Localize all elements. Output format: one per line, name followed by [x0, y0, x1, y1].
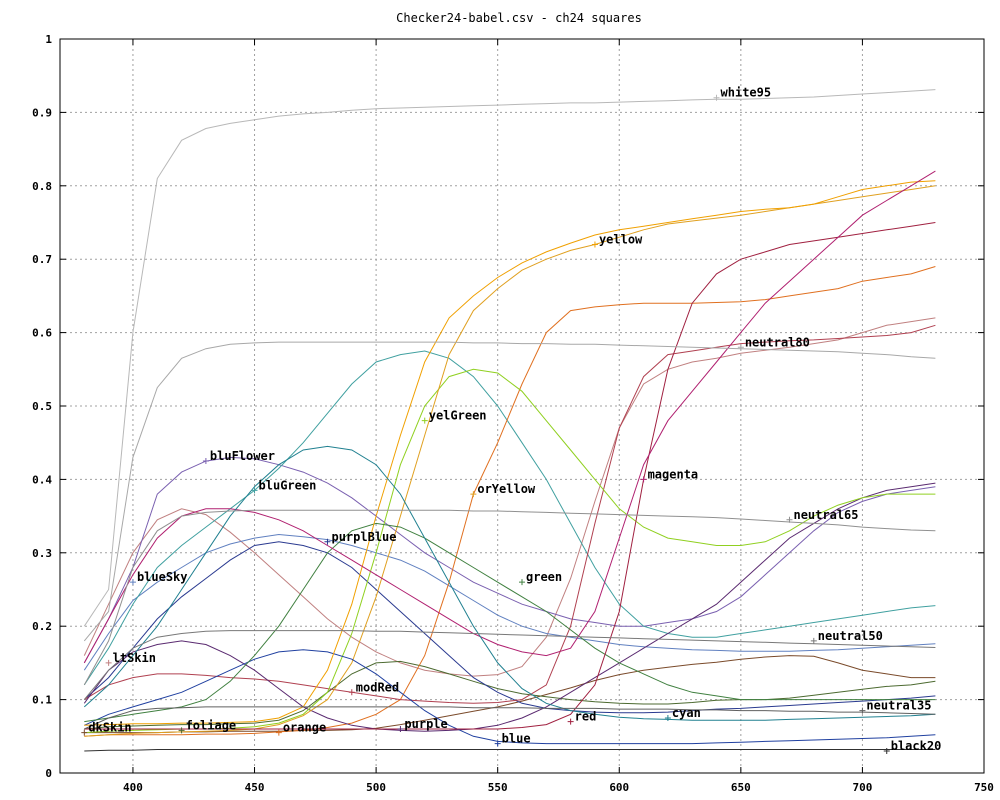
- y-tick-label: 0.3: [32, 547, 52, 560]
- series-label-cyan: cyan: [672, 706, 701, 720]
- series-label-yelGreen: yelGreen: [429, 409, 487, 423]
- series-point-marker-ltSkin: [105, 659, 112, 666]
- series-line-cyan: [83, 445, 936, 721]
- series-line-neutral80: [83, 341, 936, 642]
- series-line-green: [84, 522, 936, 723]
- y-tick-label: 0.4: [32, 473, 52, 486]
- series-point-marker-red: [567, 718, 574, 725]
- series-label-ltSkin: ltSkin: [113, 651, 156, 665]
- series-point-marker-blue: [494, 740, 501, 747]
- series-label-magenta: magenta: [648, 467, 699, 481]
- x-tick-label: 550: [488, 781, 508, 794]
- series-point-marker-green: [519, 579, 525, 586]
- x-tick-label: 400: [123, 781, 143, 794]
- series-line-bluFlower: [83, 456, 936, 664]
- series-line-dkSkin: [84, 655, 936, 734]
- x-tick-label: 500: [366, 781, 386, 794]
- series-point-marker-bluFlower: [202, 458, 209, 465]
- series-point-marker-neutral80: [737, 344, 744, 351]
- series-line-bluGreen: [83, 350, 936, 686]
- grid: [60, 39, 984, 773]
- series-line-yellow: [84, 180, 936, 726]
- series-point-marker-yellow: [591, 241, 598, 248]
- series-point-marker-bluGreen: [251, 487, 258, 494]
- series-point-marker-dkSkin: [81, 729, 88, 736]
- plot-frame: [59, 38, 985, 774]
- series-label-dkSkin: dkSkin: [88, 721, 131, 735]
- series-label-yellow: yellow: [599, 233, 643, 247]
- series-line-yelGreen: [84, 368, 936, 734]
- series-line-modRed: [84, 324, 936, 704]
- series-label-black20: black20: [891, 739, 942, 753]
- series-line-blue: [84, 649, 936, 745]
- y-tick-label: 0.1: [32, 694, 52, 707]
- series-label-blueSky: blueSky: [137, 570, 188, 584]
- y-tick-label: 0.2: [32, 620, 52, 633]
- series-point-marker-black20: [883, 747, 890, 754]
- x-tick-label: 750: [974, 781, 994, 794]
- series-line-ltSkin: [83, 317, 936, 677]
- series-lines: [83, 89, 936, 752]
- series-line-neutral50: [83, 630, 936, 700]
- series-line-black20: [84, 749, 936, 752]
- y-tick-label: 0.7: [32, 253, 52, 266]
- series-point-marker-orange: [275, 729, 282, 736]
- y-tick-label: 0.5: [32, 400, 52, 413]
- series-label-neutral80: neutral80: [745, 335, 810, 349]
- y-tick-label: 1: [45, 33, 52, 46]
- series-line-purple: [83, 482, 936, 732]
- series-label-foliage: foliage: [186, 718, 237, 732]
- axes: 400 450 500 550 600 650 700 750 0 0.1 0.2 0.3 0.4 0.5…: [32, 33, 994, 794]
- x-tick-label: 650: [731, 781, 751, 794]
- series-label-bluFlower: bluFlower: [210, 449, 275, 463]
- series-label-bluGreen: bluGreen: [259, 478, 317, 492]
- series-label-orYellow: orYellow: [477, 482, 536, 496]
- series-label-neutral35: neutral35: [866, 699, 931, 713]
- x-tick-label: 600: [609, 781, 629, 794]
- series-point-marker-cyan: [664, 714, 671, 721]
- series-label-green: green: [526, 570, 562, 584]
- series-point-marker-neutral50: [810, 637, 817, 644]
- series-point-marker-purplBlue: [324, 538, 331, 545]
- series-point-marker-purple: [397, 725, 404, 732]
- series-label-red: red: [575, 710, 597, 724]
- series-point-marker-neutral35: [859, 707, 866, 714]
- series-line-neutral35: [84, 706, 936, 730]
- x-tick-label: 700: [852, 781, 872, 794]
- y-tick-label: 0: [45, 767, 52, 780]
- series-point-marker-orYellow: [470, 491, 477, 498]
- y-tick-label: 0.9: [32, 106, 52, 119]
- series-point-marker-yelGreen: [421, 417, 428, 424]
- series-label-neutral50: neutral50: [818, 629, 883, 643]
- series-label-neutral65: neutral65: [793, 508, 858, 522]
- series-label-white95: white95: [721, 86, 772, 100]
- series-label-orange: orange: [283, 721, 326, 735]
- chart-title: Checker24-babel.csv - ch24 squares: [396, 11, 642, 25]
- series-point-marker-blueSky: [129, 579, 136, 586]
- series-label-modRed: modRed: [356, 680, 399, 694]
- series-line-white95: [83, 89, 936, 627]
- series-labels: dkSkin ltSkin blueSky foliage bluFlower bluGr…: [81, 86, 941, 754]
- series-point-marker-neutral65: [786, 516, 793, 523]
- series-line-foliage: [84, 660, 936, 730]
- series-line-red: [84, 222, 936, 730]
- series-line-blueSky: [83, 533, 936, 671]
- series-point-marker-magenta: [640, 476, 647, 483]
- series-label-purple: purple: [404, 717, 447, 731]
- y-tick-label: 0.6: [32, 327, 52, 340]
- y-tick-label: 0.8: [32, 180, 52, 193]
- series-point-marker-foliage: [178, 727, 185, 734]
- series-line-purplBlue: [83, 541, 936, 714]
- series-label-blue: blue: [502, 732, 531, 746]
- x-tick-label: 450: [245, 781, 265, 794]
- series-line-neutral65: [83, 509, 936, 686]
- series-label-purplBlue: purplBlue: [331, 530, 396, 544]
- series-line-orange: [84, 266, 936, 737]
- series-point-marker-modRed: [348, 689, 355, 696]
- series-line-magenta: [83, 170, 936, 664]
- series-point-marker-white95: [713, 94, 720, 101]
